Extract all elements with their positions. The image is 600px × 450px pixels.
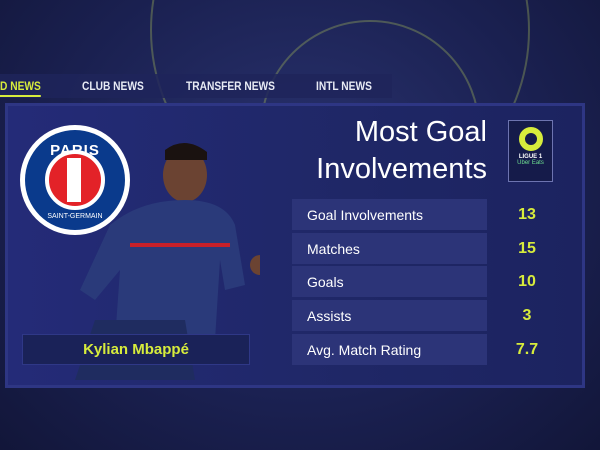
stat-row-label: Goal Involvements <box>292 199 487 230</box>
stat-row-value: 7.7 <box>515 341 539 358</box>
stat-row-value: 10 <box>518 273 536 290</box>
title-line-1: Most Goal <box>354 116 487 148</box>
stat-row-value: 15 <box>518 240 536 257</box>
stat-row-label: Avg. Match Rating <box>292 334 487 365</box>
league-sponsor: Uber Eats <box>517 160 544 166</box>
stat-row-label: Assists <box>292 300 487 331</box>
eiffel-tower-icon <box>45 150 105 210</box>
tab-club-news[interactable]: CLUB NEWS <box>82 79 144 93</box>
stat-row-value: 13 <box>518 206 536 223</box>
stat-row-label: Matches <box>292 233 487 264</box>
stat-row-label: Goals <box>292 266 487 297</box>
title-line-2: Involvements <box>316 153 487 185</box>
ligue1-icon <box>518 127 543 151</box>
psg-logo: PARIS SAINT-GERMAIN <box>20 125 130 235</box>
stat-row-value: 3 <box>522 307 532 324</box>
tab-transfer-news[interactable]: TRANSFER NEWS <box>186 79 275 93</box>
league-name: LIGUE 1 <box>518 154 543 160</box>
news-tabs: D NEWS CLUB NEWS TRANSFER NEWS INTL NEWS <box>0 74 392 98</box>
club-logo-subtext: SAINT-GERMAIN <box>47 213 103 220</box>
ligue1-logo: LIGUE 1 Uber Eats <box>508 120 553 182</box>
page-title: Most Goal Involvements <box>316 114 487 188</box>
tab-intl-news[interactable]: INTL NEWS <box>316 79 372 93</box>
tab-news[interactable]: D NEWS <box>0 79 41 97</box>
player-name: Kylian Mbappé <box>22 334 250 365</box>
